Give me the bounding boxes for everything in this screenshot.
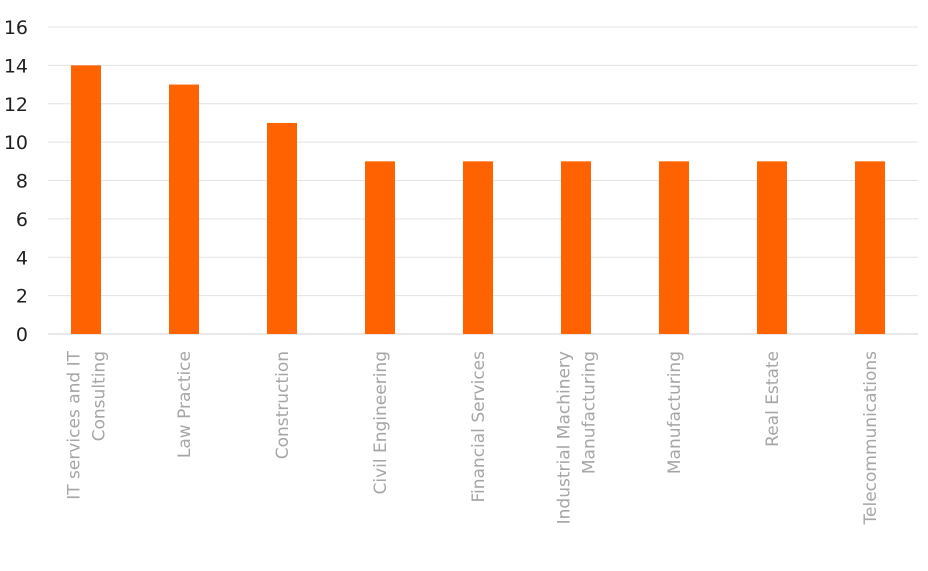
bar	[561, 161, 591, 334]
x-tick-label: Construction	[273, 351, 293, 459]
bar	[267, 122, 297, 334]
x-tick-label: Financial Services	[469, 351, 489, 503]
x-tick-label-line: Telecommunications	[861, 351, 881, 526]
y-tick-label: 8	[16, 171, 28, 193]
x-tick-label: Real Estate	[763, 351, 783, 447]
y-tick-label: 2	[16, 286, 28, 308]
bar	[463, 161, 493, 334]
x-tick-label: Industrial Machinery Manufacturing	[555, 351, 600, 524]
x-tick-label-line: Manufacturing	[665, 351, 685, 474]
y-tick-label: 12	[4, 94, 28, 116]
x-tick-label-line: IT services and IT	[65, 350, 85, 499]
x-tick-label-line: Industrial Machinery	[555, 351, 575, 524]
x-tick-label: Law Practice	[175, 351, 195, 458]
y-axis-tick-labels: 0 2 4 6 8 10 12 14 16	[4, 17, 28, 346]
x-tick-label: Manufacturing	[665, 351, 685, 474]
bar	[855, 161, 885, 334]
bars	[71, 65, 885, 334]
x-axis-category-labels: IT services and IT Consulting Law Practice…	[65, 350, 882, 525]
y-tick-label: 16	[4, 17, 28, 39]
bar	[365, 161, 395, 334]
x-tick-label: Civil Engineering	[371, 351, 391, 495]
bar	[169, 84, 199, 334]
y-tick-label: 0	[16, 324, 28, 346]
x-tick-label: IT services and IT Consulting	[65, 350, 110, 499]
bar	[71, 65, 101, 334]
bar	[659, 161, 689, 334]
x-tick-label-line: Real Estate	[763, 351, 783, 447]
x-tick-label-line: Civil Engineering	[371, 351, 391, 495]
x-tick-label: Telecommunications	[861, 351, 881, 526]
x-tick-label-line: Financial Services	[469, 351, 489, 503]
x-tick-label-line: Law Practice	[175, 351, 195, 458]
x-tick-label-line: Construction	[273, 351, 293, 459]
x-tick-label-line: Manufacturing	[580, 351, 600, 474]
bar	[757, 161, 787, 334]
y-tick-label: 14	[4, 55, 28, 77]
x-tick-label-line: Consulting	[90, 351, 110, 441]
y-tick-label: 10	[4, 132, 28, 154]
y-tick-label: 6	[16, 209, 28, 231]
y-tick-label: 4	[16, 247, 28, 269]
